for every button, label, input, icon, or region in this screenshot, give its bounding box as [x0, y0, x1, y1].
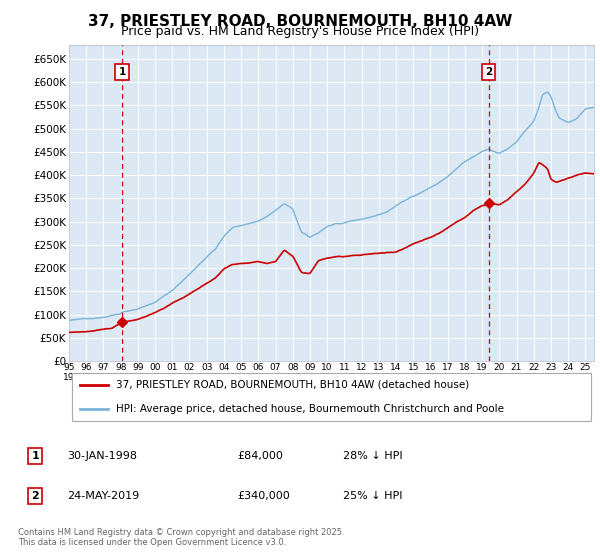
Text: 30-JAN-1998: 30-JAN-1998: [67, 451, 137, 461]
Text: 28% ↓ HPI: 28% ↓ HPI: [343, 451, 403, 461]
Text: 1: 1: [31, 451, 39, 461]
Text: 37, PRIESTLEY ROAD, BOURNEMOUTH, BH10 4AW: 37, PRIESTLEY ROAD, BOURNEMOUTH, BH10 4A…: [88, 14, 512, 29]
Text: Price paid vs. HM Land Registry's House Price Index (HPI): Price paid vs. HM Land Registry's House …: [121, 25, 479, 38]
Text: HPI: Average price, detached house, Bournemouth Christchurch and Poole: HPI: Average price, detached house, Bour…: [116, 404, 504, 414]
Text: 2: 2: [31, 491, 39, 501]
Text: 1: 1: [118, 67, 125, 77]
Text: 37, PRIESTLEY ROAD, BOURNEMOUTH, BH10 4AW (detached house): 37, PRIESTLEY ROAD, BOURNEMOUTH, BH10 4A…: [116, 380, 470, 390]
Text: 25% ↓ HPI: 25% ↓ HPI: [343, 491, 403, 501]
Text: 24-MAY-2019: 24-MAY-2019: [67, 491, 139, 501]
Text: £84,000: £84,000: [237, 451, 283, 461]
Text: Contains HM Land Registry data © Crown copyright and database right 2025.
This d: Contains HM Land Registry data © Crown c…: [18, 528, 344, 547]
Text: £340,000: £340,000: [237, 491, 290, 501]
FancyBboxPatch shape: [71, 374, 592, 421]
Text: 2: 2: [485, 67, 493, 77]
